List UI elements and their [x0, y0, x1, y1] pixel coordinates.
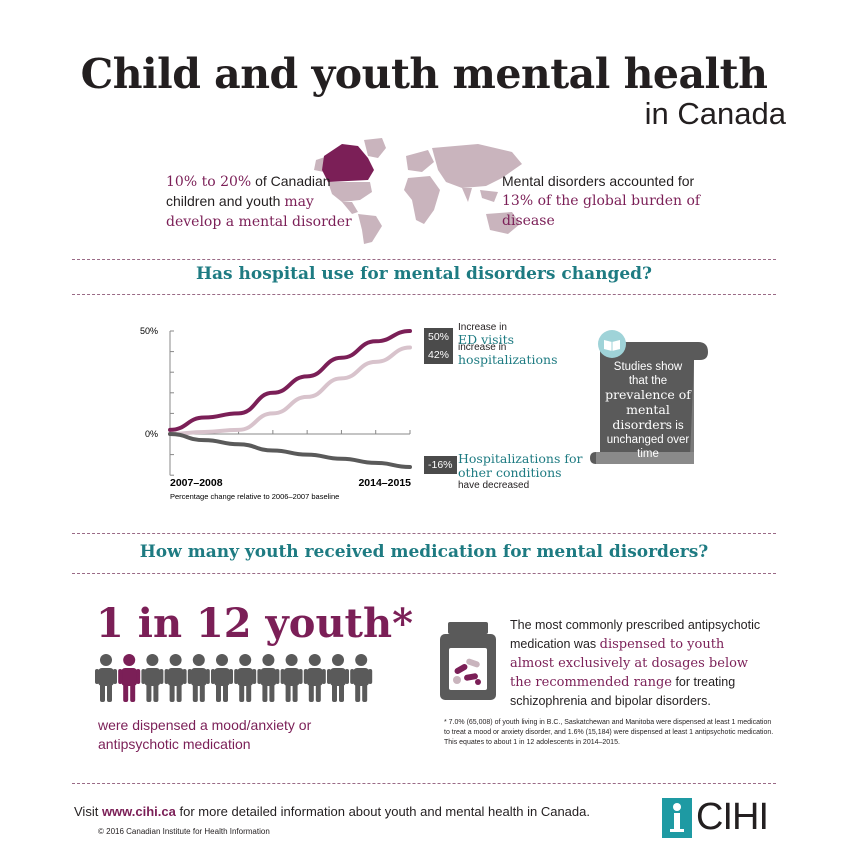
pill-bottle-icon [440, 622, 496, 700]
divider [72, 533, 776, 534]
divider [72, 294, 776, 295]
footnote: * 7.0% (65,008) of youth living in B.C.,… [444, 719, 774, 746]
cihi-logo-text: CIHI [696, 796, 769, 838]
person-icon [141, 654, 164, 702]
copyright: © 2016 Canadian Institute for Health Inf… [98, 827, 270, 836]
person-icon [280, 654, 303, 702]
person-icon [187, 654, 210, 702]
series-line-ed-visits [168, 329, 412, 432]
person-icon [303, 654, 326, 702]
person-icon [211, 654, 233, 702]
youth-caption: were dispensed a mood/anxiety or antipsy… [98, 717, 312, 752]
stat-global-burden: Mental disorders accounted for 13% of th… [502, 173, 701, 229]
cihi-link[interactable]: www.cihi.ca [101, 804, 176, 819]
x-label-start: 2007–2008 [170, 477, 223, 489]
person-icon [164, 654, 187, 702]
series-line-other-conditions [168, 432, 412, 469]
person-icon [257, 654, 280, 702]
y-tick-label: 0% [145, 429, 158, 439]
series-line-hospitalizations [168, 345, 412, 436]
big-stat: 1 in 12 youth* [96, 600, 414, 647]
person-icon [327, 654, 349, 702]
canada-highlight [322, 144, 374, 182]
divider [72, 783, 776, 784]
section-heading-hospital-use: Has hospital use for mental disorders ch… [195, 264, 653, 284]
y-tick-label: 50% [140, 326, 158, 336]
hospital-use-chart: 50% 0% 2007–2008 2014–2015 Percentage ch… [140, 326, 412, 501]
stat-canadian-youth: 10% to 20% of Canadian children and yout… [166, 173, 352, 230]
world-map-icon [314, 138, 522, 244]
person-icon [234, 654, 257, 702]
scroll-icon [590, 330, 708, 464]
divider [72, 573, 776, 574]
person-icon [95, 654, 117, 702]
x-label-end: 2014–2015 [358, 477, 411, 489]
cihi-logo-icon [662, 798, 692, 838]
page-subtitle: in Canada [644, 96, 786, 131]
divider [72, 259, 776, 260]
visit-text: Visit www.cihi.ca for more detailed info… [74, 804, 590, 819]
person-icon-highlighted [118, 654, 141, 702]
medication-text: The most commonly prescribed antipsychot… [510, 618, 761, 708]
people-icons [95, 654, 373, 702]
section-heading-medication: How many youth received medication for m… [139, 542, 709, 562]
page-title: Child and youth mental health [80, 50, 768, 98]
scroll-text: Studies show that the prevalence of ment… [605, 361, 691, 460]
chart-note: Percentage change relative to 2006–2007 … [170, 492, 339, 501]
person-icon [350, 654, 373, 702]
